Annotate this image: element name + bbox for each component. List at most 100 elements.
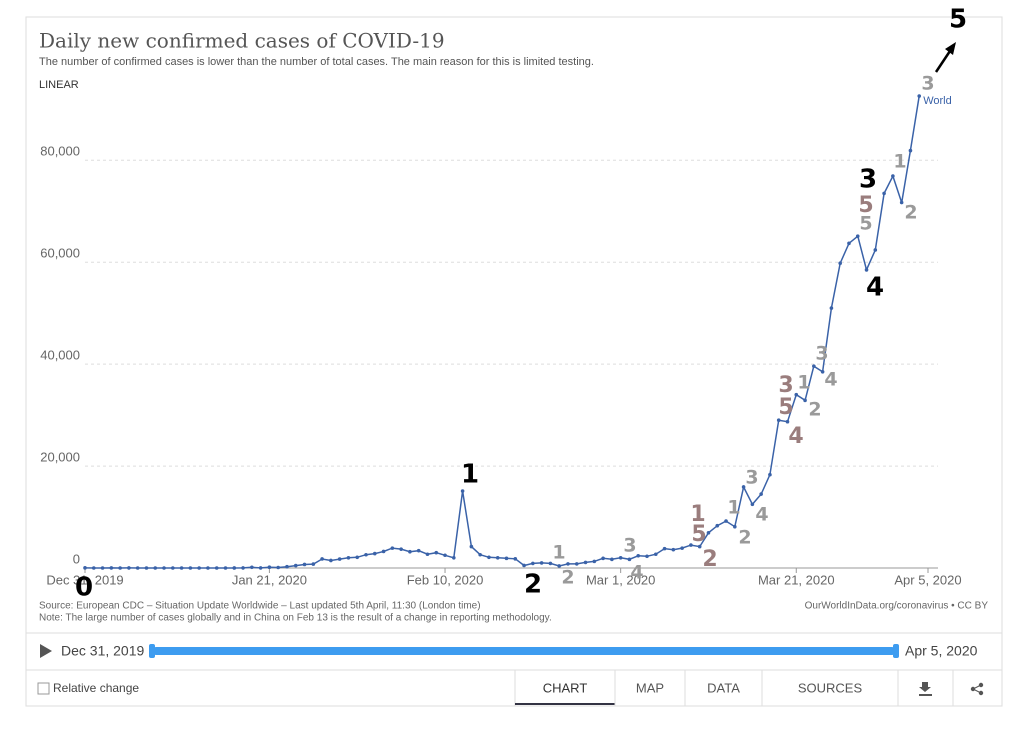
annotation: 4 — [755, 504, 768, 526]
point — [232, 566, 237, 570]
point — [285, 564, 289, 569]
x-tick-label: Dec 31, 2019 — [46, 572, 123, 587]
scale-label[interactable]: LINEAR — [39, 79, 79, 91]
point — [847, 241, 851, 246]
chart-title: Daily new confirmed cases of COVID-19 — [39, 29, 445, 53]
point — [583, 560, 588, 565]
annotation: 5 — [949, 5, 967, 35]
tab[interactable]: CHART — [543, 680, 588, 695]
tab[interactable]: MAP — [636, 680, 664, 695]
point — [873, 248, 878, 252]
annotation: 4 — [788, 424, 803, 449]
point — [109, 566, 114, 570]
point — [741, 485, 746, 489]
timeline-handle[interactable] — [149, 644, 155, 658]
point — [715, 523, 720, 528]
subtitle: The number of confirmed cases is lower t… — [39, 56, 594, 68]
relative-label[interactable]: Relative change — [53, 681, 139, 695]
tab[interactable]: SOURCES — [798, 680, 863, 695]
point — [566, 562, 570, 566]
point — [882, 191, 886, 196]
point — [250, 565, 254, 570]
point — [522, 563, 526, 568]
point — [320, 557, 324, 561]
checkbox[interactable] — [37, 682, 50, 695]
point — [531, 561, 535, 566]
point — [653, 552, 658, 557]
point — [574, 562, 579, 566]
annotation: 2 — [561, 567, 574, 589]
timeline[interactable] — [152, 647, 896, 655]
y-tick-label: 60,000 — [40, 246, 80, 261]
point — [346, 556, 351, 560]
point — [118, 566, 122, 570]
point — [776, 418, 781, 422]
point — [855, 234, 860, 238]
annotation: 5 — [778, 395, 793, 420]
point — [689, 543, 693, 547]
point — [355, 555, 360, 560]
point — [100, 566, 105, 570]
point — [425, 552, 430, 557]
point — [645, 554, 649, 559]
y-tick-label: 20,000 — [40, 450, 80, 465]
point — [452, 556, 456, 560]
annotation: 3 — [623, 535, 636, 557]
annotation: 1 — [727, 497, 740, 519]
point — [724, 519, 728, 523]
point — [662, 546, 667, 551]
x-tick-label: Jan 21, 2020 — [232, 572, 307, 587]
point — [416, 548, 421, 553]
point — [223, 566, 228, 570]
point — [513, 557, 518, 561]
annotation: 4 — [866, 273, 884, 303]
point — [759, 492, 763, 496]
point — [364, 552, 368, 557]
point — [171, 566, 175, 570]
point — [469, 544, 474, 549]
point — [408, 549, 412, 554]
point — [399, 547, 403, 551]
point — [478, 552, 482, 557]
annotation: 2 — [738, 527, 751, 549]
point — [548, 561, 553, 566]
point — [891, 174, 895, 178]
annotation: 5 — [691, 522, 706, 547]
point — [495, 556, 500, 560]
x-tick-label: Apr 5, 2020 — [894, 572, 961, 587]
point — [917, 94, 922, 98]
start-date: Dec 31, 2019 — [61, 643, 144, 659]
point — [153, 566, 158, 570]
annotation: 4 — [630, 562, 643, 584]
tab[interactable]: DATA — [707, 680, 740, 695]
tabs: CHART MAP DATA SOURCES — [514, 670, 984, 706]
point — [127, 566, 131, 570]
annotation: 3 — [778, 373, 793, 398]
point — [372, 551, 377, 556]
point — [750, 502, 755, 507]
point — [733, 524, 737, 529]
annotation: 3 — [745, 467, 758, 489]
point — [557, 564, 561, 568]
download-icon[interactable] — [919, 682, 932, 696]
annotation: 2 — [808, 399, 821, 421]
point — [179, 566, 184, 570]
point — [91, 566, 96, 570]
point — [820, 369, 825, 374]
y-tick-label: 0 — [73, 551, 80, 566]
point — [214, 566, 219, 570]
point — [302, 562, 307, 567]
annotation: 2 — [524, 570, 542, 600]
point — [267, 565, 272, 570]
annotation: 3 — [815, 343, 828, 365]
annotation: 3 — [921, 73, 934, 95]
timeline-handle[interactable] — [893, 644, 899, 658]
play-button[interactable] — [40, 644, 52, 658]
annotation: 5 — [858, 193, 873, 218]
point — [206, 566, 210, 570]
annotation: 0 — [75, 573, 93, 603]
annotation: 1 — [461, 460, 479, 490]
x-tick-label: Feb 10, 2020 — [407, 572, 484, 587]
point — [794, 392, 799, 397]
